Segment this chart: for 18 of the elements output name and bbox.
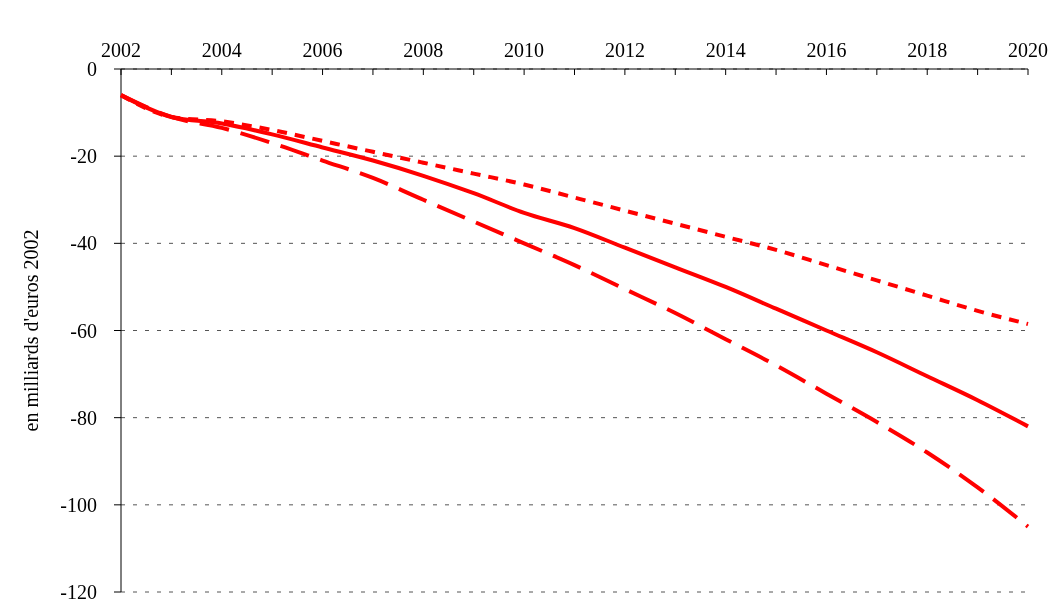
y-axis-title: en milliards d'euros 2002 bbox=[20, 229, 42, 432]
y-tick-label: -20 bbox=[70, 145, 97, 168]
x-tick-label: 2012 bbox=[604, 39, 645, 61]
y-tick-label: -80 bbox=[70, 406, 97, 429]
y-tick-label: -100 bbox=[60, 493, 97, 516]
x-tick-label: 2002 bbox=[101, 39, 141, 61]
x-tick-label: 2006 bbox=[302, 39, 343, 61]
x-tick-label: 2014 bbox=[705, 39, 746, 61]
y-tick-label: -60 bbox=[70, 319, 97, 342]
x-tick-label: 2020 bbox=[1008, 39, 1048, 61]
y-tick-label: -40 bbox=[70, 232, 97, 255]
x-tick-label: 2016 bbox=[806, 39, 847, 61]
x-tick-label: 2010 bbox=[504, 39, 545, 61]
x-tick-label: 2018 bbox=[907, 39, 948, 61]
x-tick-label: 2004 bbox=[201, 39, 242, 61]
y-tick-label: 0 bbox=[87, 58, 97, 80]
x-tick-label: 2008 bbox=[403, 39, 444, 61]
y-tick-label: -120 bbox=[60, 581, 97, 603]
